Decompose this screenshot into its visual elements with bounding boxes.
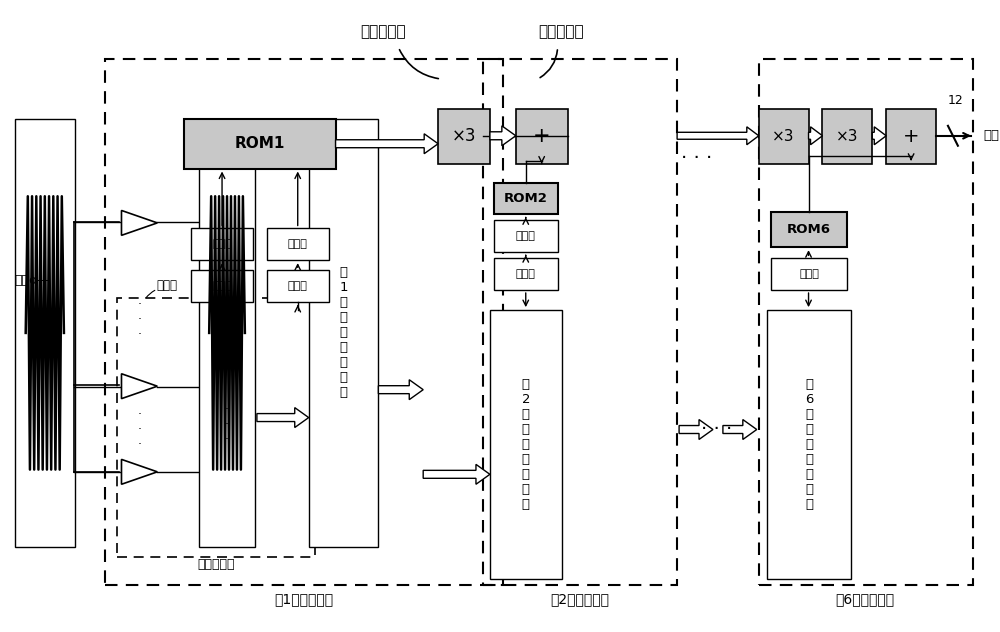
Polygon shape (490, 126, 516, 146)
Text: +: + (903, 127, 919, 146)
Text: 锁存器: 锁存器 (212, 240, 232, 249)
Bar (199, 119, 255, 547)
Polygon shape (872, 127, 886, 145)
Text: ·
·
·: · · · (137, 408, 141, 451)
Text: ×3: ×3 (772, 129, 795, 143)
Text: 第
6
级
折
叠
内
插
结
构: 第 6 级 折 叠 内 插 结 构 (805, 378, 813, 511)
Polygon shape (723, 420, 757, 439)
Bar (438, 109, 490, 164)
Text: ROM6: ROM6 (787, 223, 831, 236)
Text: ·
·
·: · · · (225, 403, 229, 446)
Text: 锁存器: 锁存器 (288, 240, 308, 249)
Text: 比较器: 比较器 (799, 269, 819, 279)
Text: 锁存器: 锁存器 (516, 231, 536, 241)
Bar (771, 258, 847, 290)
Text: · · ·: · · · (681, 149, 713, 168)
Text: 权重加法器: 权重加法器 (361, 24, 406, 39)
Text: · · ·: · · · (701, 420, 733, 439)
Polygon shape (378, 380, 423, 399)
Polygon shape (677, 127, 759, 145)
Polygon shape (121, 374, 157, 399)
Polygon shape (423, 465, 490, 484)
Polygon shape (809, 127, 822, 145)
Bar (494, 183, 558, 214)
Bar (494, 258, 558, 290)
Bar (490, 310, 562, 579)
Text: 输入o—: 输入o— (14, 274, 49, 287)
Text: 第6级译码结构: 第6级译码结构 (836, 592, 895, 606)
Bar (267, 228, 329, 260)
Text: 输出: 输出 (984, 130, 1000, 142)
Polygon shape (257, 408, 309, 427)
Polygon shape (336, 134, 438, 154)
Polygon shape (121, 459, 157, 484)
Text: ROM1: ROM1 (235, 137, 285, 151)
Bar (822, 109, 872, 164)
Text: ×3: ×3 (836, 129, 859, 143)
Bar (886, 109, 936, 164)
Polygon shape (121, 210, 157, 235)
Bar (267, 270, 329, 302)
Bar (191, 270, 253, 302)
Text: 第1级译码结构: 第1级译码结构 (274, 592, 333, 606)
Polygon shape (679, 420, 713, 439)
Text: 12: 12 (948, 94, 964, 107)
Bar (494, 221, 558, 252)
Text: ·
·
·: · · · (137, 298, 141, 341)
Text: 第2级译码结构: 第2级译码结构 (550, 592, 609, 606)
Bar (105, 59, 503, 585)
Text: ·
·
·: · · · (225, 289, 229, 332)
Text: ×3: ×3 (452, 127, 476, 145)
Bar (117, 298, 315, 557)
Bar (767, 310, 851, 579)
Text: 第
2
级
折
叠
内
插
结
构: 第 2 级 折 叠 内 插 结 构 (522, 378, 530, 511)
Bar (191, 228, 253, 260)
Bar (516, 109, 568, 164)
Bar (309, 119, 378, 547)
Bar (771, 212, 847, 247)
Bar (759, 59, 973, 585)
Text: ROM2: ROM2 (504, 192, 548, 205)
Text: +: + (533, 126, 550, 146)
Bar (15, 119, 75, 547)
Bar (184, 119, 336, 169)
Text: 第零级结构: 第零级结构 (197, 559, 235, 571)
Text: 第
1
级
折
叠
内
插
结
构: 第 1 级 折 叠 内 插 结 构 (339, 267, 348, 399)
Text: 比较器: 比较器 (516, 269, 536, 279)
Text: 比较器: 比较器 (288, 281, 308, 291)
Bar (759, 109, 809, 164)
Text: 级间加法器: 级间加法器 (538, 24, 583, 39)
Text: 比较器: 比较器 (212, 281, 232, 291)
Text: 放大器: 放大器 (157, 279, 178, 291)
Bar (483, 59, 677, 585)
